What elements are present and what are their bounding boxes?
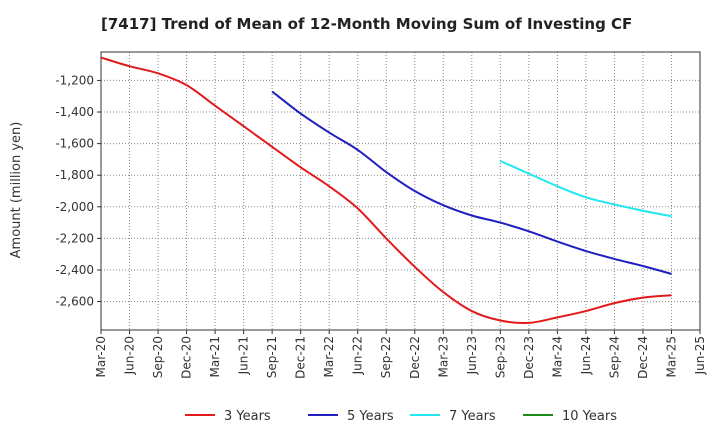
x-tick-label: Dec-24: [636, 336, 650, 379]
x-tick-label: Mar-23: [436, 336, 450, 377]
x-tick-label: Jun-20: [123, 336, 137, 375]
x-tick-label: Jun-23: [465, 336, 479, 375]
y-tick-label: -1,600: [55, 137, 94, 151]
plot-frame: [100, 51, 701, 331]
series-lines: [100, 56, 672, 325]
x-tick-label: Dec-22: [408, 336, 422, 379]
series-line-7-years: [499, 160, 672, 218]
x-axis-ticks: Mar-20 Jun-20 Sep-20 Dec-20 Mar-21 Jun-21 Sep-…: [94, 330, 707, 379]
x-tick-label: Sep-21: [265, 336, 279, 378]
y-axis-ticks: -1,200 -1,400 -1,600 -1,800 -2,000 -2,200 -2,4…: [55, 73, 101, 309]
y-tick-label: -1,200: [55, 73, 94, 87]
grid: [101, 52, 700, 330]
y-tick-label: -2,400: [55, 263, 94, 277]
y-tick-label: -2,600: [55, 295, 94, 309]
y-tick-label: -1,800: [55, 168, 94, 182]
y-axis-label: Amount (million yen): [9, 122, 24, 259]
x-tick-label: Sep-20: [151, 336, 165, 378]
x-tick-label: Mar-22: [322, 336, 336, 377]
x-tick-label: Sep-22: [379, 336, 393, 378]
legend: 3 Years 5 Years 7 Years 10 Years: [185, 409, 617, 424]
legend-label: 7 Years: [449, 409, 496, 424]
x-tick-label: Sep-24: [607, 336, 621, 378]
x-tick-label: Mar-20: [94, 336, 108, 377]
x-tick-label: Mar-25: [664, 336, 678, 377]
legend-label: 3 Years: [224, 409, 271, 424]
x-tick-label: Jun-25: [693, 336, 707, 375]
x-tick-label: Jun-22: [351, 336, 365, 375]
chart-title: [7417] Trend of Mean of 12-Month Moving …: [101, 15, 632, 33]
x-tick-label: Sep-23: [493, 336, 507, 378]
x-tick-label: Mar-21: [208, 336, 222, 377]
x-tick-label: Jun-21: [237, 336, 251, 375]
y-tick-label: -2,000: [55, 200, 94, 214]
series-line-5-years: [271, 90, 672, 275]
x-tick-label: Dec-23: [522, 336, 536, 379]
legend-label: 5 Years: [347, 409, 394, 424]
legend-label: 10 Years: [562, 409, 617, 424]
y-tick-label: -1,400: [55, 105, 94, 119]
x-tick-label: Dec-21: [294, 336, 308, 379]
x-tick-label: Jun-24: [579, 336, 593, 375]
y-tick-label: -2,200: [55, 231, 94, 245]
x-tick-label: Dec-20: [180, 336, 194, 379]
x-tick-label: Mar-24: [550, 336, 564, 377]
series-line-3-years: [100, 56, 672, 325]
